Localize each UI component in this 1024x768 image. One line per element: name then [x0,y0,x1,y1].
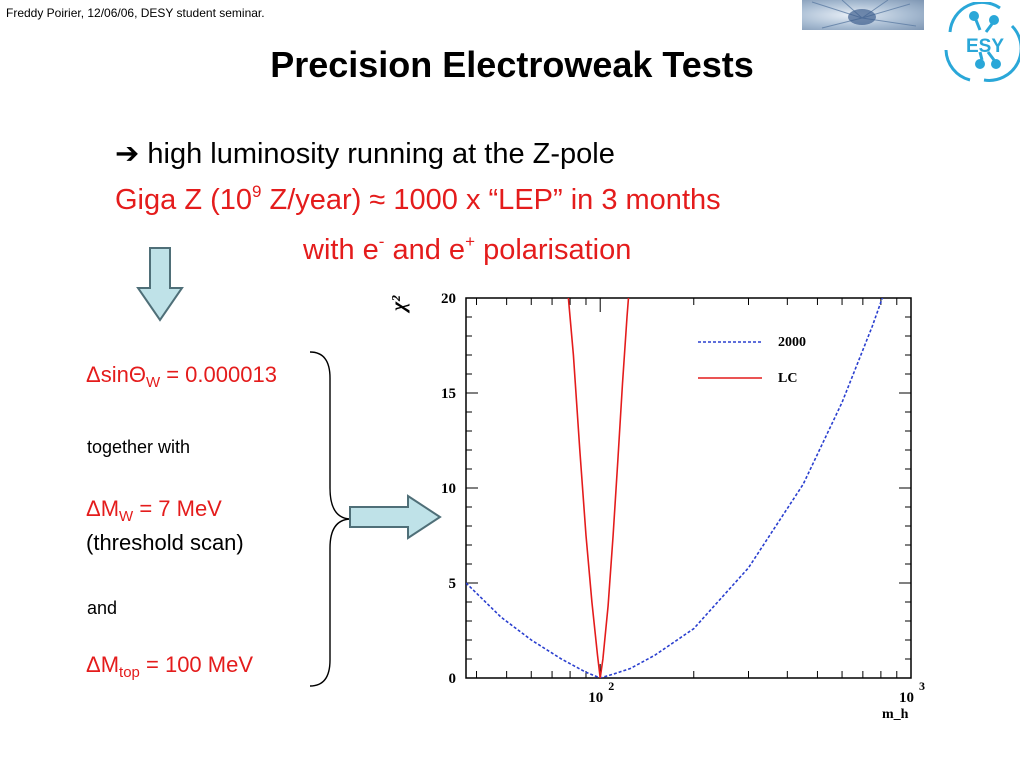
giga-z-prefix: Giga Z (10 [115,184,252,216]
mw-subscript: W [119,508,134,525]
y-tick-label: 20 [441,291,456,307]
y-tick-label: 10 [441,481,456,497]
x-tick-exponent: 2 [608,679,614,693]
x-tick-label: 10 [588,690,603,706]
mw-prefix: ΔM [86,496,120,521]
mtop-subscript: top [119,664,140,681]
threshold-scan-text: (threshold scan) [86,530,244,555]
electron-minus-sup: - [378,232,385,251]
legend-label-2000: 2000 [778,335,806,350]
giga-z-suffix: Z/year) ≈ 1000 x “LEP” in 3 months [261,184,721,216]
series-line-lc [567,298,630,678]
positron-plus-sup: + [465,232,476,251]
y-axis-label: χ² [388,295,410,314]
x-tick-label: 10 [899,690,914,706]
delta-mtop-result: ΔMtop = 100 MeV [86,652,254,681]
delta-mw-result: ΔMW = 7 MeV [86,496,222,525]
down-arrow-icon [136,247,184,322]
polarisation-a: with e [303,234,379,266]
right-arrow-block-icon [349,494,442,540]
legend: 2000 LC [698,335,806,386]
mtop-value: = 100 MeV [139,652,254,677]
polarisation-line: with e- and e+ polarisation [303,232,632,267]
sin-prefix: ΔsinΘ [86,362,146,387]
y-tick-label: 5 [449,576,457,592]
sin-value: = 0.000013 [160,362,277,387]
mw-value: = 7 MeV [133,496,222,521]
and-text: and [87,598,118,618]
luminosity-text: high luminosity running at the Z-pole [147,138,615,170]
delta-sin-theta-result: ΔsinΘW = 0.000013 [86,362,277,391]
giga-z-exponent: 9 [252,182,262,201]
x-axis-label: m_h [882,707,909,722]
polarisation-b: and e [384,234,466,266]
desy-logo: ESY [940,0,1023,84]
legend-label-lc: LC [778,371,797,386]
giga-z-line: Giga Z (109 Z/year) ≈ 1000 x “LEP” in 3 … [115,182,721,217]
header-detector-image [802,0,924,30]
polarisation-c: polarisation [475,234,632,266]
slide-title: Precision Electroweak Tests [270,44,754,85]
plot-frame [465,297,912,679]
sin-subscript: W [145,374,161,391]
right-arrow-icon: ➔ [115,138,140,170]
bullet-line-luminosity: ➔ high luminosity running at the Z-pole [115,136,615,171]
mtop-prefix: ΔM [86,652,120,677]
y-tick-label: 15 [441,386,456,402]
x-tick-exponent: 3 [919,679,925,693]
header-note: Freddy Poirier, 12/06/06, DESY student s… [6,6,265,20]
together-with-text: together with [87,437,191,457]
y-tick-label: 0 [449,671,457,687]
logo-text: ESY [966,36,1004,57]
series-line-2000 [466,298,884,678]
